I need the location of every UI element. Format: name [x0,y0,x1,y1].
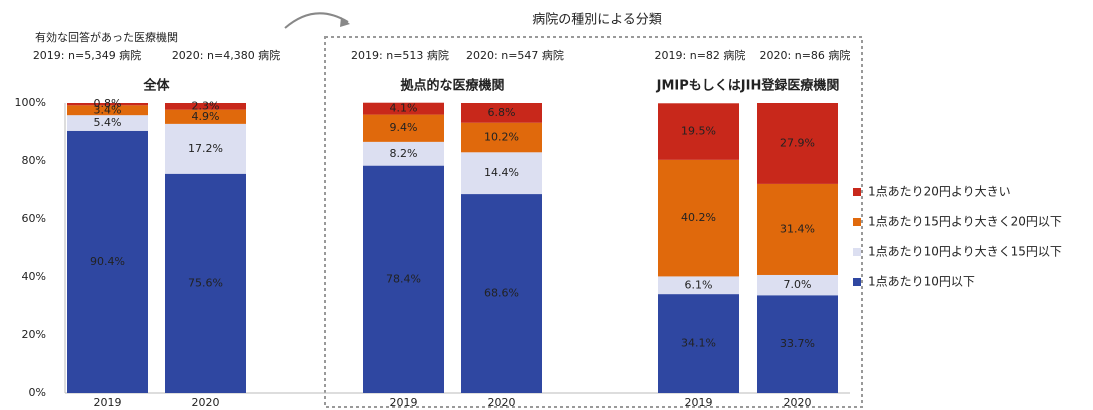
data-label: 68.6% [484,287,519,300]
bar-segment [461,122,542,153]
data-label: 40.2% [681,211,716,224]
y-tick-label: 20% [22,328,46,341]
legend-label: 1点あたり10円以下 [868,275,975,289]
data-label: 78.4% [386,272,421,285]
header: 有効な回答があった医療機関 [35,30,178,44]
data-label: 33.7% [780,337,815,350]
data-label: 14.4% [484,166,519,179]
bar-segment [165,103,246,110]
bar-segment [363,141,444,166]
data-label: 17.2% [188,142,223,155]
y-tick-label: 40% [22,270,46,283]
data-label: 27.9% [780,136,815,149]
bar-segment [658,276,739,295]
panel-note: 2020: n=547 病院 [466,48,564,62]
data-label: 4.9% [192,110,220,123]
bar-segment [67,103,148,106]
bar-segment [757,183,838,275]
bar-segment [67,105,148,116]
y-tick-label: 0% [29,386,46,399]
y-tick-label: 80% [22,154,46,167]
y-tick-label: 100% [15,96,46,109]
data-label: 6.1% [685,278,713,291]
legend-swatch [853,218,861,226]
bar-segment [658,159,739,277]
data-label: 9.4% [390,121,418,134]
bar-segment [67,130,148,393]
legend-label: 1点あたり10円より大きく15円以下 [868,245,1062,259]
panel-note: 2020: n=86 病院 [760,48,851,62]
bar-segment [165,109,246,124]
bar-segment [363,102,444,115]
x-tick-label: 2019 [685,396,713,409]
bar-segment [461,103,542,123]
data-label: 3.4% [94,103,122,116]
data-label: 90.4% [90,255,125,268]
data-label: 34.1% [681,337,716,350]
data-label: 2.3% [192,99,220,112]
data-label: 8.2% [390,147,418,160]
x-tick-label: 2020 [784,396,812,409]
panel-note: 2019: n=513 病院 [351,48,449,62]
x-tick-label: 2020 [192,396,220,409]
panel-note: 2020: n=4,380 病院 [172,48,280,62]
panel-note: 2019: n=82 病院 [655,48,746,62]
data-label: 10.2% [484,131,519,144]
x-tick-label: 2019 [94,396,122,409]
arrow [284,12,349,29]
panel-title: JMIPもしくはJIH登録医療機関 [656,78,840,94]
data-label: 0.8% [94,97,122,110]
legend-label: 1点あたり20円より大きい [868,185,1011,199]
data-label: 75.6% [188,276,223,289]
bar-segment [363,114,444,142]
bar-segment [757,103,838,184]
data-label: 7.0% [784,278,812,291]
group-box [324,36,863,408]
bar-segment [165,173,246,393]
legend-swatch [853,248,861,256]
arrow-head [340,17,350,27]
data-label: 6.8% [488,106,516,119]
group-annotation: 病院の種別による分類 [532,12,662,28]
legend-swatch [853,278,861,286]
data-label: 19.5% [681,125,716,138]
data-label: 4.1% [390,102,418,115]
bar-segment [658,294,739,393]
bar-segment [165,123,246,174]
legend-swatch [853,188,861,196]
panel-note: 2019: n=5,349 病院 [33,48,141,62]
data-label: 5.4% [94,116,122,129]
bar-segment [461,152,542,195]
panel-title: 拠点的な医療機関 [400,78,504,94]
x-tick-label: 2020 [488,396,516,409]
x-tick-label: 2019 [390,396,418,409]
bar-segment [67,115,148,131]
bar-segment [658,103,739,160]
panel-title: 全体 [142,78,170,94]
bar-segment [757,274,838,296]
y-tick-label: 60% [22,212,46,225]
bar-segment [461,194,542,393]
bar-segment [757,295,838,393]
data-label: 31.4% [780,222,815,235]
legend-label: 1点あたり15円より大きく20円以下 [868,215,1062,229]
bar-segment [363,165,444,393]
